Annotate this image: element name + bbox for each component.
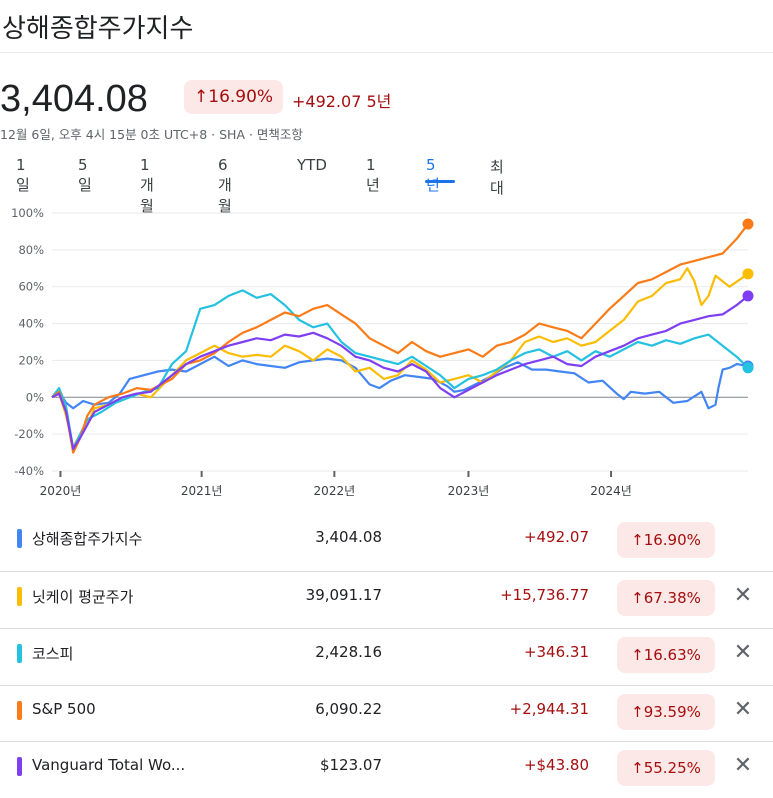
pct-change-value: 16.90% [208, 87, 274, 107]
range-tab-max[interactable]: 최대 [490, 158, 504, 197]
x-axis-ticks: 2020년 2021년 2022년 2023년 2024년 [40, 471, 632, 498]
series-end-dot [742, 290, 754, 302]
row-name: 닛케이 평균주가 [32, 588, 134, 606]
remove-comparison-close-icon[interactable]: ✕ [733, 583, 753, 608]
row-change: +15,736.77 [500, 586, 589, 604]
range-tab-5y[interactable]: 5년 [426, 156, 440, 194]
row-change: +492.07 [523, 528, 589, 546]
row-divider [0, 741, 773, 742]
up-arrow-icon: ↑ [631, 759, 644, 777]
y-tick-label: 0% [26, 390, 44, 404]
row-pct-badge: ↑55.25% [617, 750, 715, 786]
x-tick-label: 2021년 [181, 484, 223, 498]
up-arrow-icon: ↑ [194, 87, 209, 107]
y-tick-label: -40% [14, 464, 44, 478]
series-color-swatch [17, 644, 22, 663]
y-tick-label: -20% [14, 427, 44, 441]
row-price: 39,091.17 [305, 586, 382, 604]
row-divider [0, 685, 773, 686]
remove-comparison-close-icon[interactable]: ✕ [733, 697, 753, 722]
row-pct-value: 16.90% [643, 531, 701, 549]
series-line [51, 267, 749, 449]
y-tick-label: 20% [18, 353, 44, 367]
row-price: $123.07 [319, 756, 382, 774]
range-tab-1y[interactable]: 1년 [366, 156, 380, 194]
table-row[interactable]: 닛케이 평균주가 39,091.17 +15,736.77 ↑67.38% ✕ [0, 572, 773, 628]
row-name: 상해종합주가지수 [32, 530, 143, 548]
range-tab-1d[interactable]: 1일 [16, 156, 30, 194]
range-tab-1m[interactable]: 1개월 [140, 156, 154, 215]
y-axis-ticks: 100% 80% 60% 40% 20% 0% -20% -40% [11, 206, 44, 478]
y-tick-label: 80% [18, 243, 44, 257]
row-pct-badge: ↑93.59% [617, 694, 715, 730]
series-color-swatch [17, 587, 22, 606]
series-end-dot [742, 268, 754, 280]
table-row[interactable]: S&P 500 6,090.22 +2,944.31 ↑93.59% ✕ [0, 686, 773, 742]
y-tick-label: 40% [18, 317, 44, 331]
active-range-underline [425, 180, 455, 183]
row-change: +$43.80 [523, 756, 589, 774]
series-color-swatch [17, 757, 22, 776]
row-price: 2,428.16 [315, 643, 382, 661]
row-pct-value: 16.63% [643, 646, 701, 664]
row-name: S&P 500 [32, 700, 96, 718]
range-tab-ytd[interactable]: YTD [297, 156, 327, 174]
row-name: Vanguard Total Wo... [32, 756, 186, 774]
abs-change-value: +492.07 [292, 92, 362, 111]
series-line [51, 295, 749, 450]
x-tick-label: 2022년 [314, 484, 356, 498]
abs-change: +492.07 5년 [292, 88, 391, 112]
row-pct-badge: ↑16.90% [617, 522, 715, 558]
y-tick-label: 60% [18, 280, 44, 294]
up-arrow-icon: ↑ [631, 703, 644, 721]
up-arrow-icon: ↑ [631, 646, 644, 664]
range-tab-5d[interactable]: 5일 [78, 156, 92, 194]
up-arrow-icon: ↑ [631, 531, 644, 549]
quote-meta: 12월 6일, 오후 4시 15분 0초 UTC+8 · SHA · 면책조항 [0, 127, 303, 142]
table-row[interactable]: 상해종합주가지수 3,404.08 +492.07 ↑16.90% [0, 514, 773, 570]
chart-gridlines [52, 212, 748, 472]
row-name: 코스피 [32, 645, 74, 663]
series-color-swatch [17, 701, 22, 720]
series-color-swatch [17, 529, 22, 548]
x-tick-label: 2024년 [590, 484, 632, 498]
x-tick-label: 2023년 [448, 484, 490, 498]
current-price: 3,404.08 [0, 78, 148, 120]
row-change: +2,944.31 [509, 700, 589, 718]
row-pct-value: 93.59% [643, 703, 701, 721]
row-pct-badge: ↑67.38% [617, 580, 715, 616]
up-arrow-icon: ↑ [631, 589, 644, 607]
series-line [51, 223, 749, 454]
row-price: 6,090.22 [315, 700, 382, 718]
row-pct-badge: ↑16.63% [617, 637, 715, 673]
y-tick-label: 100% [11, 206, 44, 220]
series-line [51, 355, 749, 410]
series-end-dot [742, 218, 754, 230]
row-pct-value: 55.25% [643, 759, 701, 777]
remove-comparison-close-icon[interactable]: ✕ [733, 640, 753, 665]
page-title: 상해종합주가지수 [2, 14, 194, 44]
remove-comparison-close-icon[interactable]: ✕ [733, 753, 753, 778]
series-end-dot [742, 362, 754, 374]
chart-end-dots [742, 218, 754, 374]
comparison-chart[interactable]: 100%80%60%40%20%0%-20%-40% 2020년 2021년 202… [0, 196, 773, 506]
period-label: 5년 [366, 92, 392, 111]
row-pct-value: 67.38% [643, 589, 701, 607]
row-price: 3,404.08 [315, 528, 382, 546]
range-tab-6m[interactable]: 6개월 [218, 156, 232, 215]
row-change: +346.31 [523, 643, 589, 661]
chart-series [51, 223, 749, 454]
pct-change-badge: ↑16.90% [184, 80, 284, 114]
table-row[interactable]: 코스피 2,428.16 +346.31 ↑16.63% ✕ [0, 629, 773, 685]
x-tick-label: 2020년 [40, 484, 82, 498]
row-divider [0, 628, 773, 629]
table-row[interactable]: Vanguard Total Wo... $123.07 +$43.80 ↑55… [0, 742, 773, 798]
row-divider [0, 571, 773, 572]
header-divider [0, 52, 773, 53]
